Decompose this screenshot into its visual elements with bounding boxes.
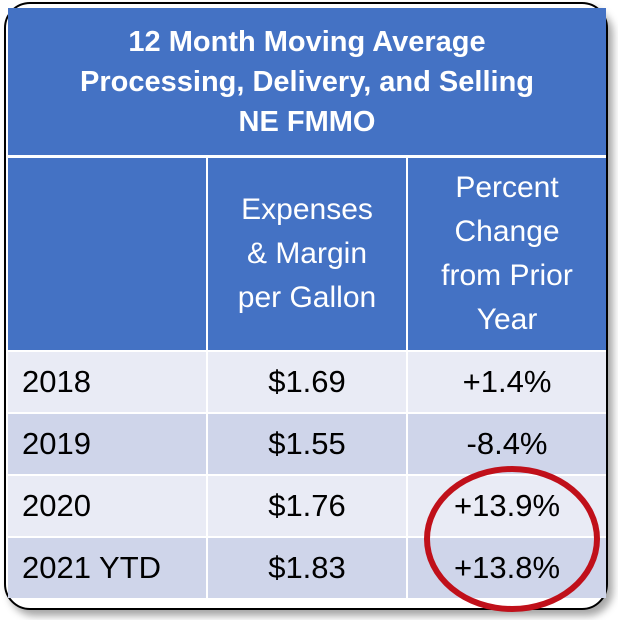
- table-row: 2020 $1.76 +13.9%: [8, 474, 607, 536]
- data-table: 12 Month Moving Average Processing, Deli…: [8, 8, 607, 598]
- percent-cell: +13.9%: [408, 474, 607, 536]
- table-row: 2021 YTD $1.83 +13.8%: [8, 536, 607, 598]
- table-title: 12 Month Moving Average Processing, Deli…: [8, 8, 607, 158]
- title-line-3: NE FMMO: [238, 105, 376, 138]
- header-percent-line: Change: [454, 215, 560, 248]
- year-cell: 2021 YTD: [8, 536, 208, 598]
- header-percent-line: Year: [476, 303, 538, 336]
- percent-cell: +1.4%: [408, 350, 607, 412]
- header-year: [8, 158, 208, 350]
- year-cell: 2020: [8, 474, 208, 536]
- header-expenses-line: & Margin: [246, 237, 368, 270]
- expenses-cell: $1.69: [208, 350, 408, 412]
- table-row: 2019 $1.55 -8.4%: [8, 412, 607, 474]
- year-cell: 2019: [8, 412, 208, 474]
- header-percent-change: Percent Change from Prior Year: [408, 158, 607, 350]
- title-line-1: 12 Month Moving Average: [128, 25, 486, 58]
- percent-cell: +13.8%: [408, 536, 607, 598]
- header-row: Expenses & Margin per Gallon Percent Cha…: [8, 158, 607, 350]
- percent-cell: -8.4%: [408, 412, 607, 474]
- data-table-container: 12 Month Moving Average Processing, Deli…: [8, 8, 608, 598]
- header-expenses-line: Expenses: [241, 193, 373, 226]
- expenses-cell: $1.76: [208, 474, 408, 536]
- year-cell: 2018: [8, 350, 208, 412]
- header-percent-line: Percent: [455, 171, 559, 204]
- title-line-2: Processing, Delivery, and Selling: [80, 65, 534, 98]
- table-row: 2018 $1.69 +1.4%: [8, 350, 607, 412]
- expenses-cell: $1.83: [208, 536, 408, 598]
- title-row: 12 Month Moving Average Processing, Deli…: [8, 8, 607, 158]
- header-percent-line: from Prior: [441, 259, 573, 292]
- header-expenses: Expenses & Margin per Gallon: [208, 158, 408, 350]
- expenses-cell: $1.55: [208, 412, 408, 474]
- header-expenses-line: per Gallon: [237, 281, 377, 314]
